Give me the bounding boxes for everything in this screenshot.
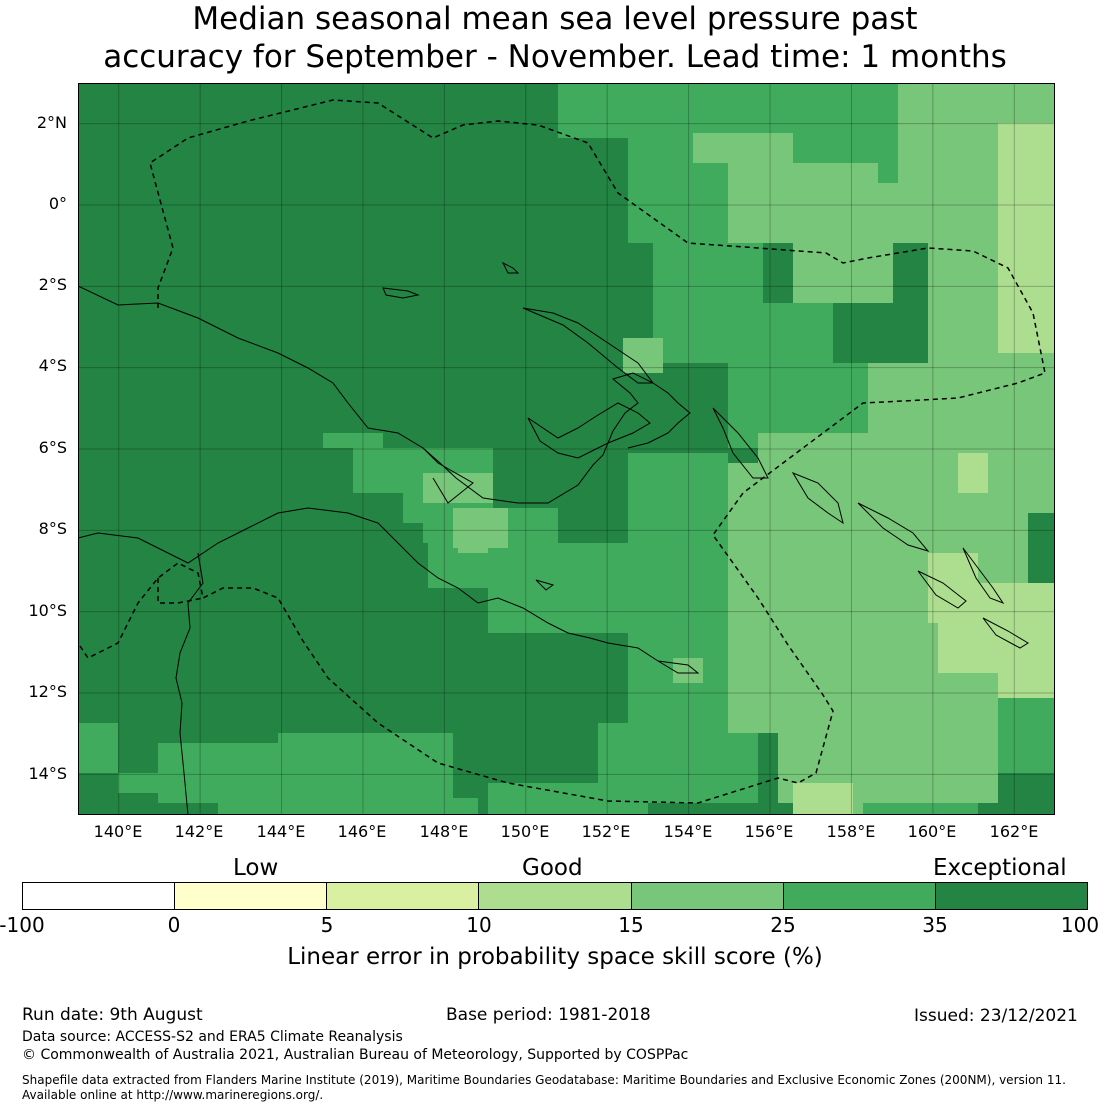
- skill-cell: [623, 338, 663, 373]
- skill-cell: [458, 528, 488, 553]
- run-date: Run date: 9th August: [22, 1005, 203, 1025]
- lat-label: 6°S: [38, 438, 67, 457]
- lat-label: 0°: [48, 194, 67, 213]
- map-title: Median seasonal mean sea level pressure …: [0, 0, 1110, 76]
- colorbar-axis-label: Linear error in probability space skill …: [287, 944, 823, 970]
- eez-boundaries: [78, 99, 1046, 804]
- lon-label: 162°E: [989, 822, 1039, 841]
- lon-label: 152°E: [581, 822, 631, 841]
- solomon-makira: [982, 617, 1029, 649]
- colorbar-tick: 0: [167, 913, 181, 937]
- colorbar-segment: [175, 883, 328, 909]
- lon-label: 144°E: [256, 822, 306, 841]
- copyright: © Commonwealth of Australia 2021, Austra…: [22, 1047, 689, 1063]
- lon-label: 158°E: [826, 822, 876, 841]
- lat-label: 10°S: [28, 601, 67, 620]
- new-guinea-south-coast: [78, 507, 659, 662]
- bougainville: [712, 407, 769, 479]
- skill-cell: [78, 723, 118, 773]
- base-period: Base period: 1981-2018: [446, 1005, 651, 1025]
- colorbar: [22, 882, 1088, 910]
- colorbar-segment: [23, 883, 176, 909]
- gulf-of-papua: [422, 447, 474, 504]
- coastlines: [78, 261, 1029, 815]
- colorbar-tick: 35: [922, 913, 948, 937]
- colorbar-segment: [327, 883, 480, 909]
- louisiade-archipelago: [657, 660, 700, 674]
- lon-label: 150°E: [500, 822, 550, 841]
- new-britain: [527, 402, 651, 459]
- colorbar-tick: 15: [618, 913, 644, 937]
- colorbar-segment: [479, 883, 632, 909]
- skill-cell: [728, 463, 818, 503]
- colorbar-tick: 25: [770, 913, 796, 937]
- skill-score-map: [78, 83, 1055, 815]
- lon-label: 156°E: [744, 822, 794, 841]
- colorbar-tick: 100: [1060, 913, 1100, 937]
- skill-cell: [218, 798, 478, 815]
- skill-cells: [78, 83, 1055, 815]
- skill-cell: [423, 473, 493, 503]
- lon-label: 154°E: [663, 822, 713, 841]
- cape-york: [175, 552, 204, 815]
- solomon-malaita: [962, 547, 1005, 605]
- lat-label: 8°S: [38, 519, 67, 538]
- skill-cell: [793, 783, 853, 815]
- data-source: Data source: ACCESS-S2 and ERA5 Climate …: [22, 1029, 403, 1045]
- lon-label: 142°E: [174, 822, 224, 841]
- skill-cell: [693, 133, 793, 163]
- colorbar-category-exceptional: Exceptional: [933, 855, 1067, 881]
- title-line-1: Median seasonal mean sea level pressure …: [192, 1, 918, 37]
- colorbar-category-low: Low: [233, 855, 279, 881]
- skill-cell: [793, 243, 893, 303]
- new-ireland: [522, 307, 654, 384]
- lon-label: 146°E: [337, 822, 387, 841]
- solomon-guadalcanal: [917, 570, 967, 609]
- lon-label: 148°E: [419, 822, 469, 841]
- map-svg: [78, 83, 1055, 815]
- map-gridlines: [78, 83, 1055, 815]
- skill-cell: [488, 783, 648, 815]
- skill-cell: [118, 773, 398, 793]
- skill-cell: [928, 553, 978, 623]
- lat-label: 14°S: [28, 764, 67, 783]
- skill-cell: [958, 453, 988, 493]
- skill-cell: [728, 163, 878, 183]
- solomon-choiceul: [791, 471, 844, 525]
- skill-cell: [673, 658, 703, 683]
- lat-label: 12°S: [28, 682, 67, 701]
- lon-label: 140°E: [93, 822, 143, 841]
- lat-label: 2°N: [36, 113, 67, 132]
- colorbar-tick: 10: [466, 913, 492, 937]
- eez-png-australia: [157, 578, 204, 604]
- colorbar-tick: 5: [320, 913, 334, 937]
- colorbar-segment: [935, 883, 1087, 909]
- skill-cell: [868, 363, 1055, 443]
- lat-label: 2°S: [38, 275, 67, 294]
- solomon-santa-isabel: [857, 502, 930, 552]
- colorbar-segment: [631, 883, 784, 909]
- shapefile-credit-line-2: Available online at http://www.marinereg…: [22, 1088, 324, 1102]
- trobriand-islands: [535, 579, 555, 591]
- skill-cell: [998, 623, 1055, 698]
- new-guinea-north-coast: [78, 285, 691, 504]
- skill-cell: [323, 433, 383, 448]
- issued-date: Issued: 23/12/2021: [914, 1006, 1078, 1026]
- lon-label: 160°E: [907, 822, 957, 841]
- colorbar-tick: -100: [0, 913, 45, 937]
- lat-label: 4°S: [38, 356, 67, 375]
- admiralty-islands: [501, 261, 520, 274]
- title-line-2: accuracy for September - November. Lead …: [103, 39, 1007, 75]
- skill-cell: [998, 123, 1055, 353]
- manus-island: [382, 287, 420, 299]
- shapefile-credit-line-1: Shapefile data extracted from Flanders M…: [22, 1073, 1066, 1087]
- colorbar-category-good: Good: [522, 855, 583, 881]
- colorbar-segment: [783, 883, 936, 909]
